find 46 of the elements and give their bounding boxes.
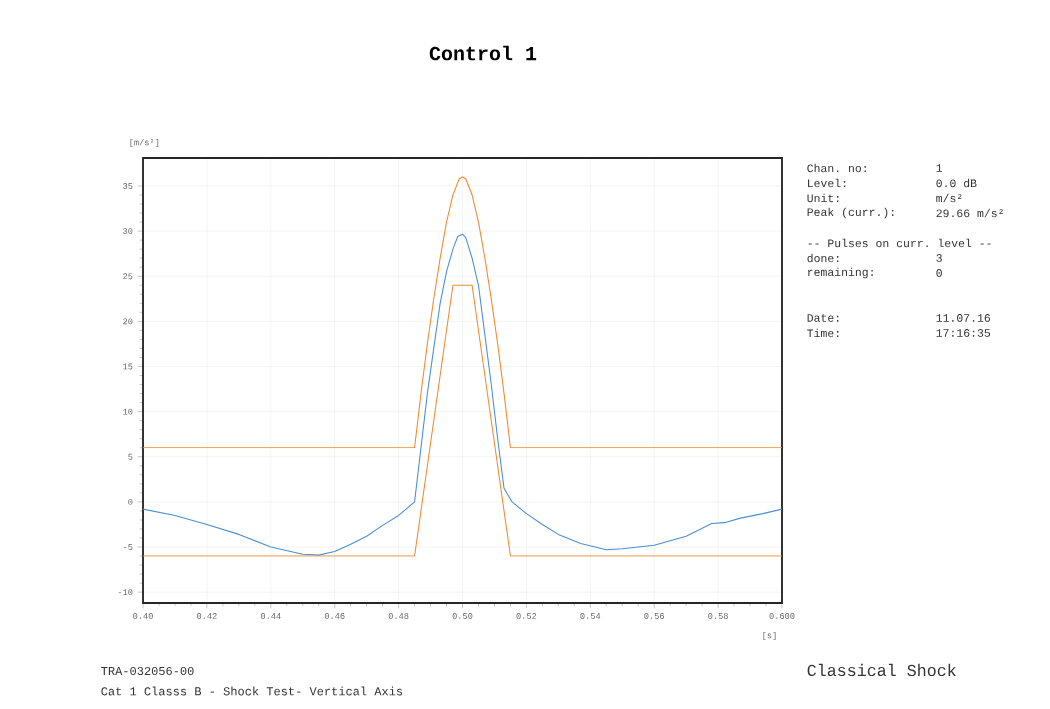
y-tick-label: 15 [123, 363, 133, 370]
y-tick-label: -5 [123, 544, 133, 550]
text: 29.66 m/s² [936, 208, 1003, 218]
text: 11.07.16 [936, 314, 990, 322]
text: 3 [936, 254, 942, 262]
text: Classical Shock [807, 663, 956, 677]
y-tick-label: 10 [123, 408, 133, 415]
text: m/s² [936, 193, 962, 203]
text: Chan. no: [807, 163, 866, 173]
x-tick-label: 0.600 [769, 613, 795, 619]
text: 1 [936, 164, 943, 172]
x-tick-label: 0.56 [644, 613, 665, 619]
y-tick-label: 25 [123, 273, 133, 280]
x-tick-label: 0.52 [516, 613, 537, 619]
x-tick-label: 0.44 [260, 613, 281, 619]
text: Time: [807, 328, 839, 338]
y-tick-label: 30 [123, 228, 133, 235]
text: Cat 1 Classs B - Shock Test- Vertical Axis [101, 686, 403, 696]
x-tick-label: 0.46 [324, 613, 345, 619]
text: 17:16:35 [936, 329, 991, 337]
chart-title: Control 1 [429, 45, 537, 61]
text: remaining: [808, 267, 873, 279]
y-axis-title: [m/s²] [130, 138, 159, 148]
y-tick-label: -10 [118, 589, 133, 596]
x-tick-label: 0.42 [197, 613, 217, 619]
x-axis-title: [s] [763, 631, 776, 641]
text: Peak (curr.): [807, 207, 894, 219]
text: Unit: [807, 193, 839, 203]
text: 0.0 dB [936, 178, 977, 188]
x-tick-label: 0.54 [580, 613, 601, 619]
x-tick-label: 0.48 [388, 613, 409, 619]
text: TRA-032056-00 [101, 666, 194, 676]
text: Level: [808, 178, 846, 188]
x-tick-label: 0.58 [708, 613, 728, 619]
text: 0 [936, 269, 942, 277]
text: -- Pulses on curr. level -- [808, 238, 991, 248]
y-tick-label: 5 [128, 453, 133, 460]
x-tick-label: 0.40 [133, 613, 153, 619]
y-tick-label: 20 [123, 318, 133, 325]
line-series [143, 176, 782, 449]
y-tick-label: 0 [128, 498, 133, 505]
line-series [143, 233, 782, 556]
text: done: [807, 253, 839, 263]
y-tick-label: 35 [123, 183, 133, 189]
x-tick-label: 0.50 [452, 613, 473, 619]
text: Date: [807, 314, 839, 322]
